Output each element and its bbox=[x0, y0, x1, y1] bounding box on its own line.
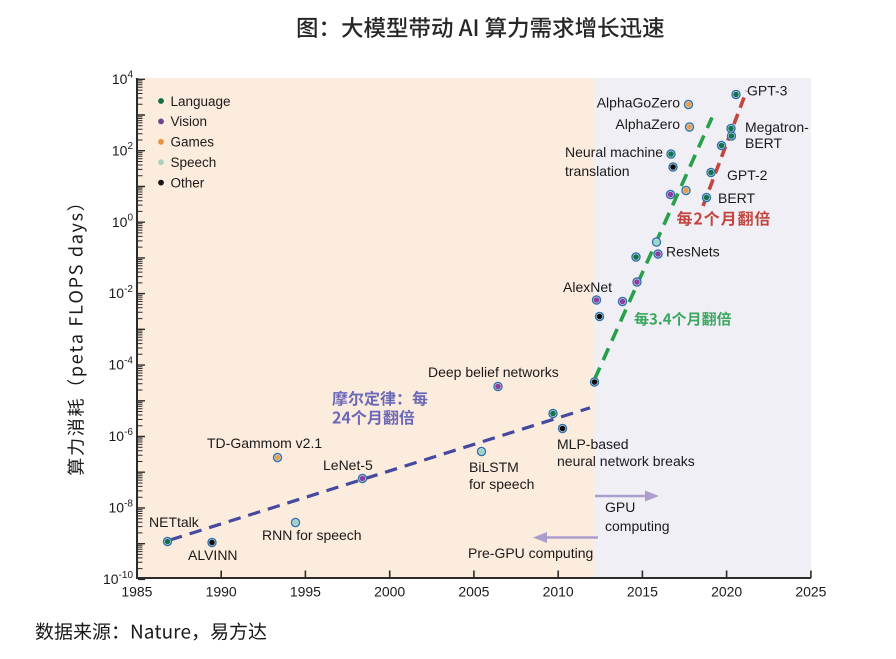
svg-text:Speech: Speech bbox=[171, 155, 217, 170]
svg-text:LeNet-5: LeNet-5 bbox=[323, 457, 373, 473]
svg-text:1995: 1995 bbox=[290, 584, 321, 600]
svg-text:BERT: BERT bbox=[745, 135, 783, 151]
svg-text:1990: 1990 bbox=[206, 584, 237, 600]
svg-text:2000: 2000 bbox=[374, 584, 405, 600]
svg-text:for speech: for speech bbox=[469, 476, 534, 492]
svg-text:MLP-based: MLP-based bbox=[557, 436, 629, 452]
svg-text:GPU: GPU bbox=[605, 499, 635, 515]
svg-text:Deep belief networks: Deep belief networks bbox=[428, 364, 559, 380]
svg-text:Language: Language bbox=[171, 94, 231, 109]
svg-text:AlphaZero: AlphaZero bbox=[615, 116, 680, 132]
svg-text:2010: 2010 bbox=[543, 584, 574, 600]
svg-text:NETtalk: NETtalk bbox=[149, 514, 200, 530]
svg-text:GPT-3: GPT-3 bbox=[747, 83, 788, 99]
svg-text:AlphaGoZero: AlphaGoZero bbox=[597, 95, 680, 111]
svg-text:Games: Games bbox=[171, 135, 215, 150]
svg-text:BiLSTM: BiLSTM bbox=[469, 459, 519, 475]
svg-text:2005: 2005 bbox=[458, 584, 489, 600]
svg-text:TD-Gammom v2.1: TD-Gammom v2.1 bbox=[207, 435, 322, 451]
svg-text:RNN for speech: RNN for speech bbox=[262, 527, 362, 543]
svg-text:translation: translation bbox=[565, 163, 630, 179]
svg-text:GPT-2: GPT-2 bbox=[727, 167, 768, 183]
svg-text:2020: 2020 bbox=[711, 584, 742, 600]
svg-text:Neural machine: Neural machine bbox=[565, 144, 663, 160]
svg-text:2015: 2015 bbox=[627, 584, 658, 600]
svg-text:2025: 2025 bbox=[795, 584, 826, 600]
svg-text:ALVINN: ALVINN bbox=[188, 547, 238, 563]
svg-text:1985: 1985 bbox=[121, 584, 152, 600]
svg-text:Pre-GPU computing: Pre-GPU computing bbox=[468, 545, 593, 561]
svg-text:AlexNet: AlexNet bbox=[563, 279, 612, 295]
svg-text:BERT: BERT bbox=[718, 190, 756, 206]
svg-text:Other: Other bbox=[171, 175, 205, 190]
svg-text:Megatron-: Megatron- bbox=[745, 119, 809, 135]
svg-text:ResNets: ResNets bbox=[666, 244, 720, 260]
svg-text:Vision: Vision bbox=[171, 114, 208, 129]
svg-text:computing: computing bbox=[605, 518, 670, 534]
svg-text:neural network breaks: neural network breaks bbox=[557, 453, 695, 469]
